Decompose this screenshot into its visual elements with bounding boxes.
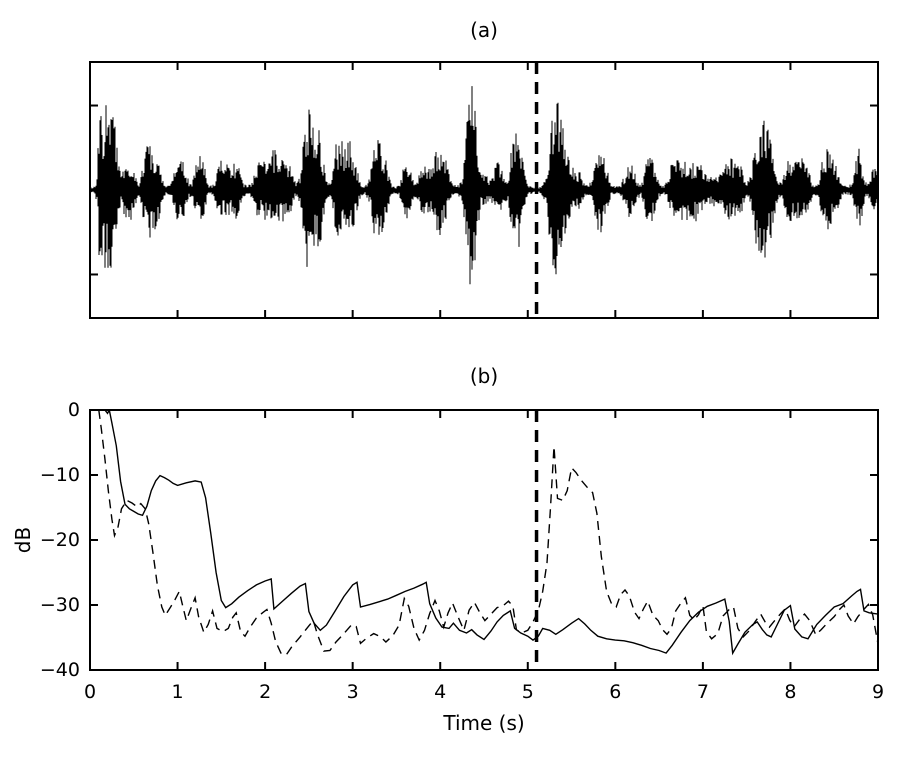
x-tick-label: 1: [171, 681, 184, 703]
dashed-curve: [98, 410, 878, 656]
waveform-plot: [89, 61, 879, 319]
waveform-trace: [90, 86, 878, 285]
x-tick-label: 2: [259, 681, 272, 703]
y-tick-label: −20: [39, 529, 80, 551]
solid-curve: [104, 410, 878, 656]
x-tick-label: 0: [83, 681, 97, 703]
x-tick-label: 6: [609, 681, 622, 703]
y-tick-label: −30: [39, 594, 80, 616]
y-tick-label: −10: [39, 464, 80, 486]
y-tick-label: −40: [39, 659, 80, 681]
x-tick-label: 4: [434, 681, 447, 703]
x-tick-label: 9: [871, 681, 885, 703]
level-plot: [89, 409, 879, 671]
panel-a-title: (a): [470, 18, 498, 42]
x-tick-label: 7: [696, 681, 709, 703]
y-tick-label: 0: [67, 399, 80, 421]
panel-b-title: (b): [469, 364, 499, 388]
x-axis-label: Time (s): [443, 711, 525, 735]
x-tick-label: 8: [784, 681, 797, 703]
x-tick-label: 3: [346, 681, 359, 703]
x-tick-label: 5: [521, 681, 534, 703]
